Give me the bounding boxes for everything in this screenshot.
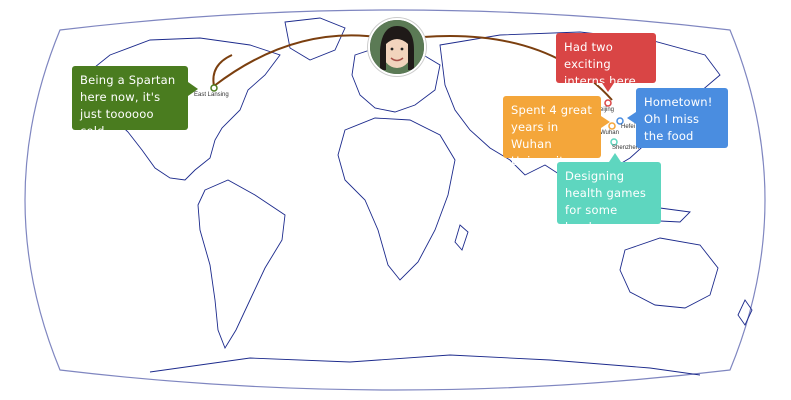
city-label-hefei: Hefei xyxy=(621,124,636,130)
city-label-beijing: Beijing xyxy=(596,107,615,113)
landmass-antarctica xyxy=(149,354,701,376)
bubble-hometown-text: Hometown! Oh I miss the food there >.< xyxy=(644,95,713,160)
city-label-shenzhen: Shenzhen xyxy=(612,145,640,151)
landmass-madagascar xyxy=(454,224,469,251)
bubble-spartan-text: Being a Spartan here now, it's just tooo… xyxy=(80,73,176,138)
profile-photo-icon xyxy=(370,20,424,74)
bubble-interns: Had two exciting interns here. xyxy=(556,33,656,92)
bubble-hometown: Hometown! Oh I miss the food there >.< xyxy=(627,88,728,160)
bubble-wuhan-text: Spent 4 great years in Wuhan University xyxy=(511,103,593,168)
bubble-health-text: Designing health games for some hardware… xyxy=(565,169,647,234)
city-label-wuhan: Wuhan xyxy=(600,130,619,136)
pin-east-lansing[interactable] xyxy=(210,84,218,92)
landmass-africa xyxy=(337,117,456,281)
landmass-new-zealand xyxy=(737,299,753,326)
pin-shenzhen[interactable] xyxy=(610,138,618,146)
landmass-greenland xyxy=(284,17,346,61)
bubble-spartan: Being a Spartan here now, it's just tooo… xyxy=(72,66,198,138)
pin-beijing[interactable] xyxy=(604,99,612,107)
profile-photo-avatar xyxy=(368,18,426,76)
route-branch xyxy=(212,54,233,87)
pin-hefei[interactable] xyxy=(616,117,624,125)
landmass-south-america xyxy=(197,179,286,350)
bubble-health: Designing health games for some hardware… xyxy=(557,153,661,234)
city-label-east-lansing: East Lansing xyxy=(194,92,229,98)
bubble-wuhan: Spent 4 great years in Wuhan University xyxy=(503,96,610,168)
map-frame xyxy=(24,9,766,391)
bubble-interns-text: Had two exciting interns here. xyxy=(564,40,640,88)
landmass-australia xyxy=(619,237,719,309)
